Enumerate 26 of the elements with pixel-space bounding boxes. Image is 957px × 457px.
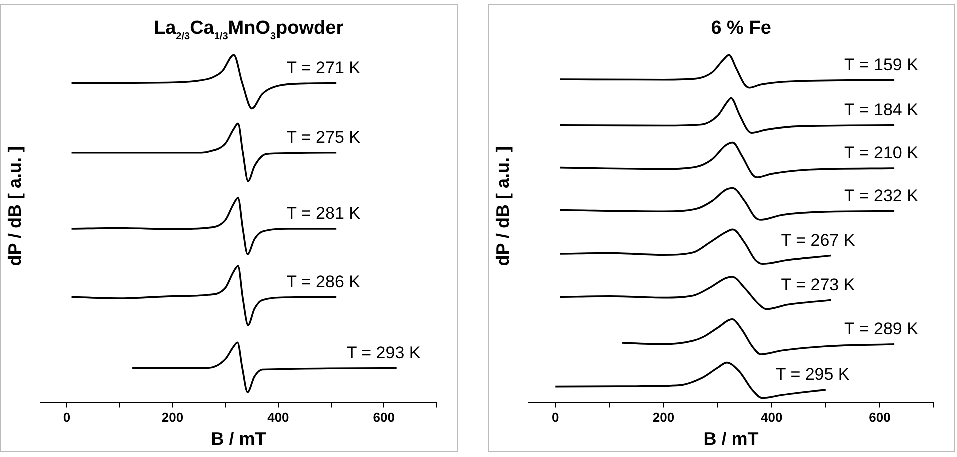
series-label: T = 267 K [781,230,856,250]
y-axis-title: dP / dB [ a.u. ] [4,146,25,266]
series-label: T = 281 K [286,204,362,224]
series-label: T = 232 K [844,186,920,206]
x-tick-label: 600 [373,410,395,426]
x-tick-label: 0 [552,410,560,426]
y-axis-title: dP / dB [ a.u. ] [492,146,513,266]
series-label: T = 289 K [844,320,920,339]
x-axis-title: B / mT [704,429,759,450]
x-tick-label: 600 [869,410,891,426]
x-tick-label: 0 [63,410,71,426]
chart-title: 6 % Fe [711,18,772,39]
series-label: T = 273 K [781,275,856,294]
x-tick-label: 400 [268,410,290,426]
series-label: T = 293 K [346,344,422,363]
series-label: T = 286 K [286,272,362,292]
series-label: T = 271 K [286,58,362,78]
series-label: T = 159 K [844,55,920,74]
x-tick-label: 200 [652,410,675,426]
x-tick-label: 200 [162,410,184,426]
series-label: T = 210 K [844,144,920,163]
x-axis-title: B / mT [211,429,266,450]
series-label: T = 275 K [286,128,362,148]
x-tick-label: 400 [760,410,783,426]
series-label: T = 184 K [844,100,920,120]
series-label: T = 295 K [776,365,850,384]
